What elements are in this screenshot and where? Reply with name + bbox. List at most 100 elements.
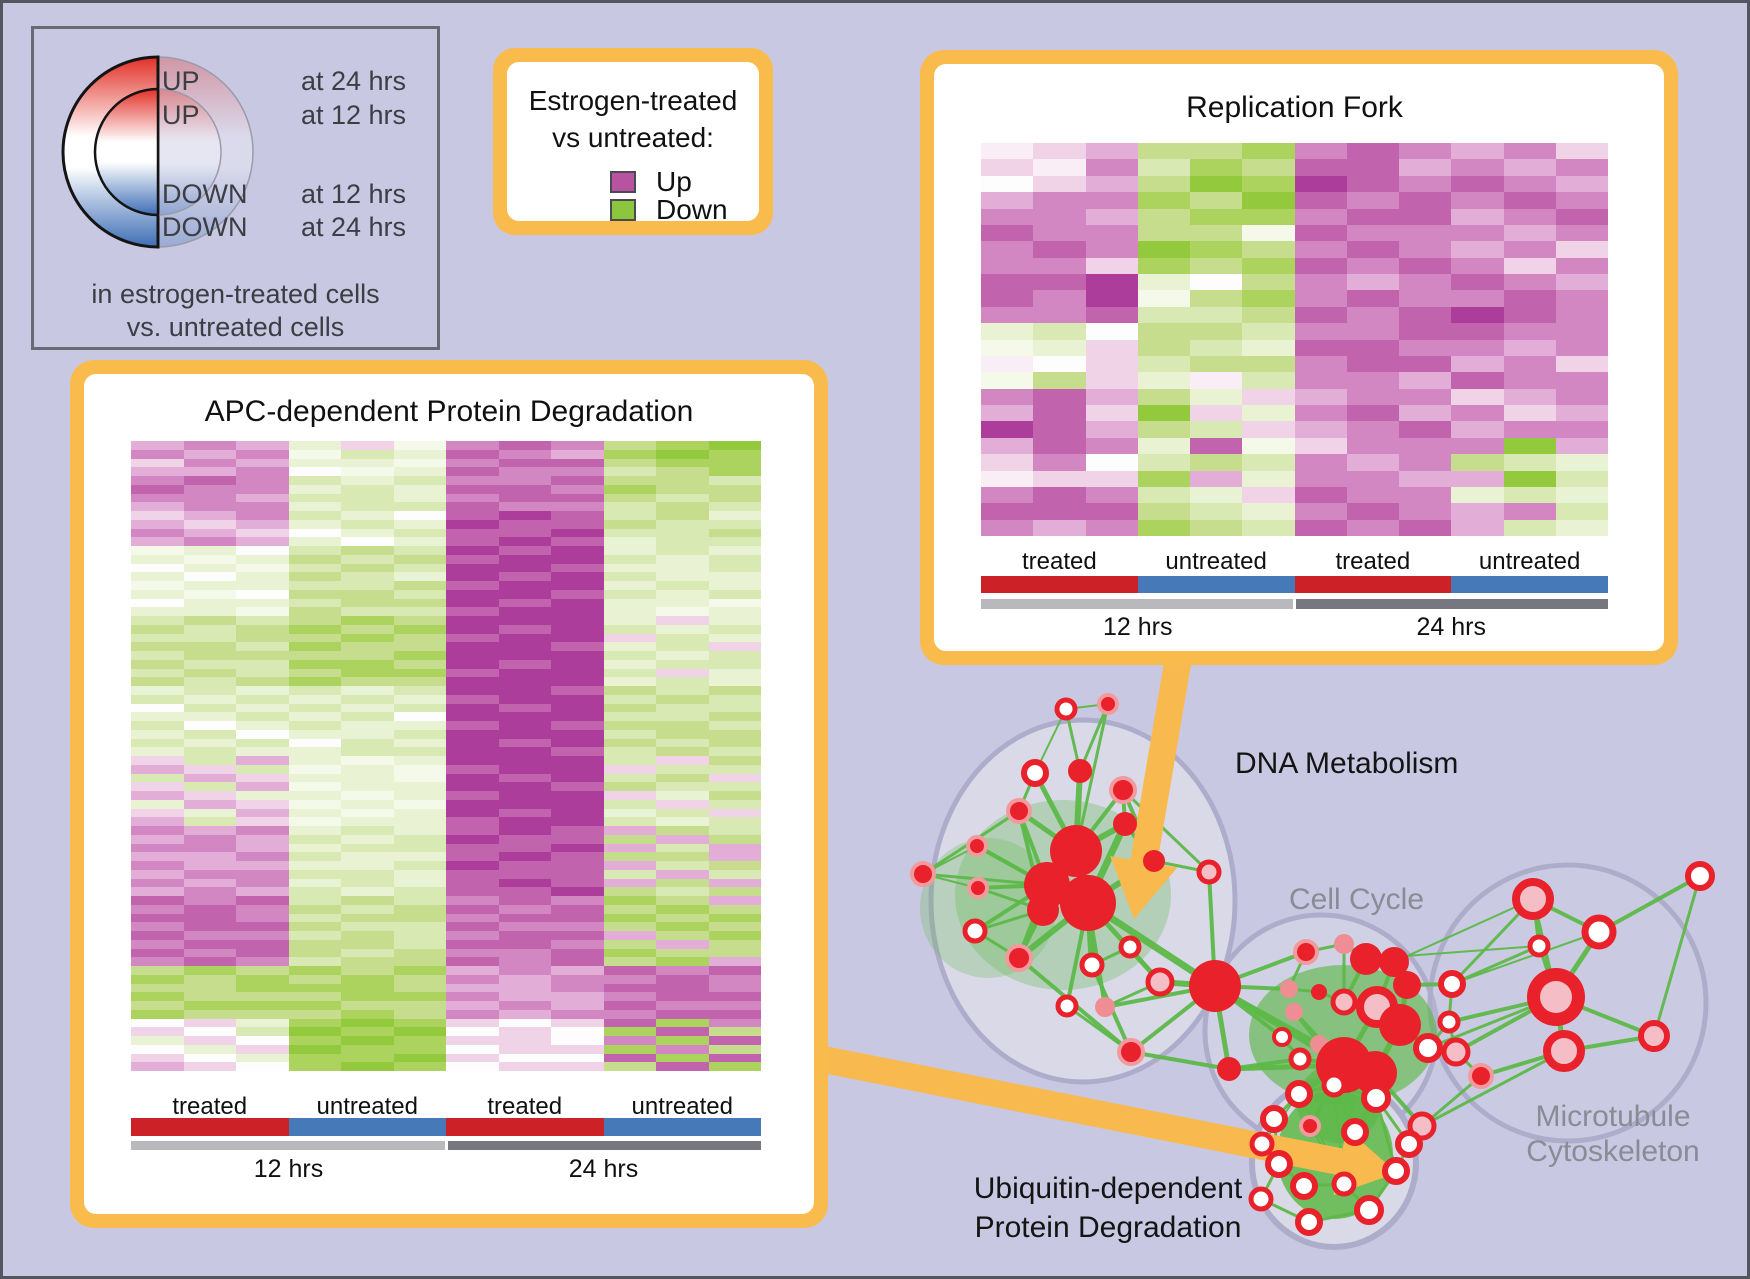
- heatmap-cell: [603, 563, 656, 573]
- heatmap-cell: [1503, 175, 1556, 193]
- heatmap-cell: [1346, 486, 1399, 504]
- heatmap-cell: [1190, 388, 1243, 405]
- heatmap-cell: [131, 484, 184, 494]
- heatmap-cell: [393, 887, 446, 896]
- heatmap-cell: [446, 519, 499, 529]
- heatmap-cell: [1503, 339, 1556, 356]
- network-node: [1393, 971, 1421, 999]
- heatmap-cell: [551, 528, 604, 538]
- heatmap-cell: [1503, 372, 1556, 389]
- heatmap-cell: [656, 869, 709, 879]
- heatmap-cell: [1399, 175, 1452, 193]
- heatmap-cell: [446, 554, 499, 564]
- heatmap-cell: [183, 861, 236, 870]
- heatmap-cell: [1085, 437, 1138, 455]
- network-node: [1290, 1172, 1318, 1200]
- heatmap-cell: [131, 861, 184, 870]
- heatmap-cell: [1451, 372, 1504, 389]
- heatmap-cell: [183, 966, 236, 975]
- network-edge: [1393, 898, 1534, 963]
- heatmap-cell: [341, 922, 394, 931]
- heatmap-cell: [981, 486, 1034, 504]
- heatmap-cell: [236, 563, 289, 573]
- heatmap-cell: [393, 1036, 446, 1045]
- heatmap-cell: [393, 1001, 446, 1010]
- heatmap-cell: [1190, 257, 1243, 274]
- heatmap-cell: [708, 546, 761, 555]
- heatmap-cell: [131, 598, 184, 608]
- heatmap-cell: [446, 1036, 499, 1045]
- heatmap-cell: [656, 843, 709, 853]
- heatmap-cell: [1555, 421, 1608, 438]
- network-edge: [1598, 874, 1701, 934]
- network-node: [1438, 970, 1466, 998]
- heatmap-cell: [498, 572, 551, 581]
- heatmap-row: [981, 274, 1608, 291]
- heatmap-cell: [1137, 306, 1190, 324]
- heatmap-cell: [341, 887, 394, 896]
- heatmap-cell: [551, 992, 604, 1001]
- heatmap-cell: [708, 1044, 761, 1054]
- heatmap-cell: [603, 703, 656, 713]
- heatmap-cell: [341, 843, 394, 853]
- heatmap-cell: [341, 659, 394, 669]
- heatmap-cell: [708, 1001, 761, 1010]
- heatmap-cell: [656, 817, 709, 826]
- heatmap-cell: [131, 887, 184, 896]
- heatmap-cell: [1451, 454, 1504, 471]
- heatmap-cell: [1190, 241, 1243, 258]
- network-node: [967, 877, 989, 899]
- heatmap-cell: [1190, 372, 1243, 389]
- heatmap-cell: [393, 686, 446, 695]
- heatmap-cell: [236, 948, 289, 958]
- network-node: [1299, 1115, 1321, 1137]
- heatmap-cell: [1033, 175, 1086, 193]
- heatmap-cell: [183, 808, 236, 818]
- heatmap-cell: [341, 957, 394, 966]
- heatmap-cell: [1399, 290, 1452, 307]
- heatmap-cell: [446, 633, 499, 643]
- network-node: [1285, 1003, 1303, 1021]
- heatmap-cell: [551, 948, 604, 958]
- network-node: [966, 835, 988, 857]
- heatmap-row: [981, 192, 1608, 209]
- heatmap-row: [131, 528, 761, 538]
- heatmap-cell: [341, 817, 394, 826]
- heatmap-cell: [1085, 372, 1138, 389]
- heatmap-cell: [551, 861, 604, 870]
- heatmap-cell: [131, 703, 184, 713]
- heatmap-cell: [131, 1036, 184, 1045]
- heatmap-cell: [393, 1062, 446, 1071]
- rep-group-untreated-24: untreated: [1478, 548, 1581, 575]
- heatmap-cell: [708, 677, 761, 686]
- heatmap-cell: [981, 192, 1034, 209]
- heatmap-cell: [1137, 421, 1190, 438]
- heatmap-cell: [131, 572, 184, 581]
- heatmap-cell: [446, 1018, 499, 1028]
- heatmap-cell: [708, 852, 761, 861]
- apc-group-untreated-24: untreated: [631, 1093, 733, 1120]
- heatmap-cell: [708, 878, 761, 888]
- network-node: [1054, 697, 1078, 721]
- heatmap-cell: [1085, 405, 1138, 422]
- network-node: [1055, 994, 1079, 1018]
- heatmap-cell: [656, 1018, 709, 1028]
- heatmap-row: [981, 437, 1608, 455]
- heatmap-cell: [1085, 323, 1138, 340]
- network-node: [1354, 1195, 1384, 1225]
- heatmap-cell: [288, 677, 341, 686]
- heatmap-cell: [603, 546, 656, 555]
- heatmap-cell: [656, 1027, 709, 1036]
- heatmap-cell: [341, 834, 394, 844]
- network-node: [1512, 878, 1554, 920]
- heatmap-cell: [446, 642, 499, 651]
- replication-heatmap: [981, 143, 1608, 536]
- rep-group-labels: treated untreated treated untreated: [981, 548, 1608, 576]
- heatmap-cell: [551, 791, 604, 800]
- heatmap-cell: [603, 878, 656, 888]
- heatmap-cell: [708, 922, 761, 931]
- rep-group-treated-12: treated: [1022, 548, 1097, 575]
- heatmap-cell: [1294, 486, 1347, 504]
- heatmap-row: [981, 175, 1608, 193]
- heatmap-cell: [236, 677, 289, 686]
